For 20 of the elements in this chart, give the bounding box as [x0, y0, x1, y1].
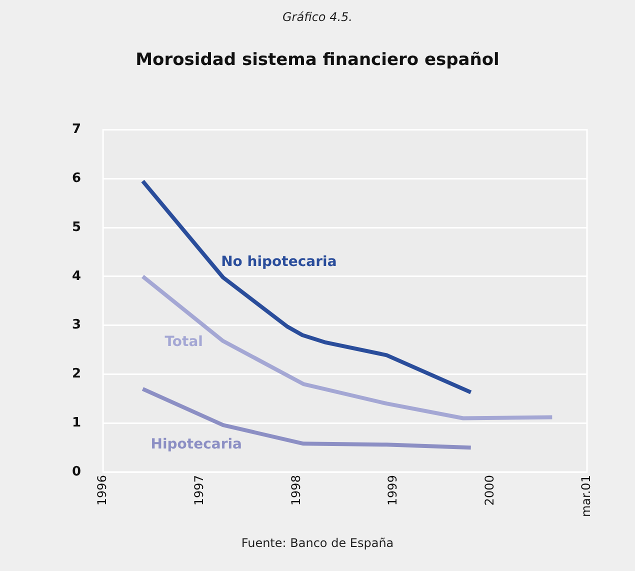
- x-tick-label: 1997: [192, 475, 206, 506]
- y-tick-label: 0: [72, 464, 82, 480]
- y-tick-label: 5: [72, 220, 82, 235]
- source-note: Fuente: Banco de España: [240, 536, 395, 550]
- series-label: Total: [164, 334, 203, 350]
- chart-title: Morosidad sistema financiero español: [134, 50, 500, 70]
- y-tick-label: 6: [72, 171, 82, 186]
- y-tick-label: 1: [72, 416, 82, 431]
- x-tick-label: 2000: [482, 475, 496, 506]
- y-tick-label: 3: [72, 318, 82, 333]
- x-tick-label: 1998: [288, 475, 303, 506]
- series-label: Hipotecaria: [150, 436, 242, 453]
- y-tick-label: 2: [72, 366, 82, 382]
- series-label: No hipotecaria: [221, 254, 337, 270]
- chart-subtitle: Gráfico 4.5.: [282, 10, 354, 24]
- x-tick-label: mar.01: [579, 475, 594, 518]
- x-tick-label: 1999: [386, 475, 400, 506]
- x-tick-label: 1996: [95, 475, 110, 506]
- y-tick-label: 7: [72, 122, 82, 138]
- y-tick-label: 4: [72, 268, 82, 284]
